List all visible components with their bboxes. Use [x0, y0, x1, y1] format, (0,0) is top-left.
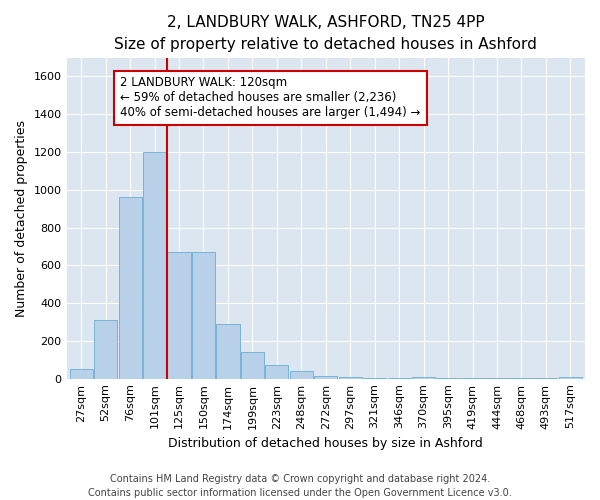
Bar: [167, 252, 191, 378]
Bar: [119, 198, 142, 378]
Bar: [265, 366, 289, 378]
Title: 2, LANDBURY WALK, ASHFORD, TN25 4PP
Size of property relative to detached houses: 2, LANDBURY WALK, ASHFORD, TN25 4PP Size…: [115, 15, 537, 52]
Bar: [314, 376, 337, 378]
Bar: [412, 377, 435, 378]
Bar: [70, 369, 93, 378]
Bar: [143, 152, 166, 378]
X-axis label: Distribution of detached houses by size in Ashford: Distribution of detached houses by size …: [169, 437, 483, 450]
Text: 2 LANDBURY WALK: 120sqm
← 59% of detached houses are smaller (2,236)
40% of semi: 2 LANDBURY WALK: 120sqm ← 59% of detache…: [121, 76, 421, 120]
Bar: [290, 371, 313, 378]
Bar: [192, 252, 215, 378]
Bar: [559, 377, 582, 378]
Bar: [241, 352, 264, 378]
Bar: [338, 377, 362, 378]
Y-axis label: Number of detached properties: Number of detached properties: [15, 120, 28, 316]
Text: Contains HM Land Registry data © Crown copyright and database right 2024.
Contai: Contains HM Land Registry data © Crown c…: [88, 474, 512, 498]
Bar: [94, 320, 117, 378]
Bar: [217, 324, 239, 378]
